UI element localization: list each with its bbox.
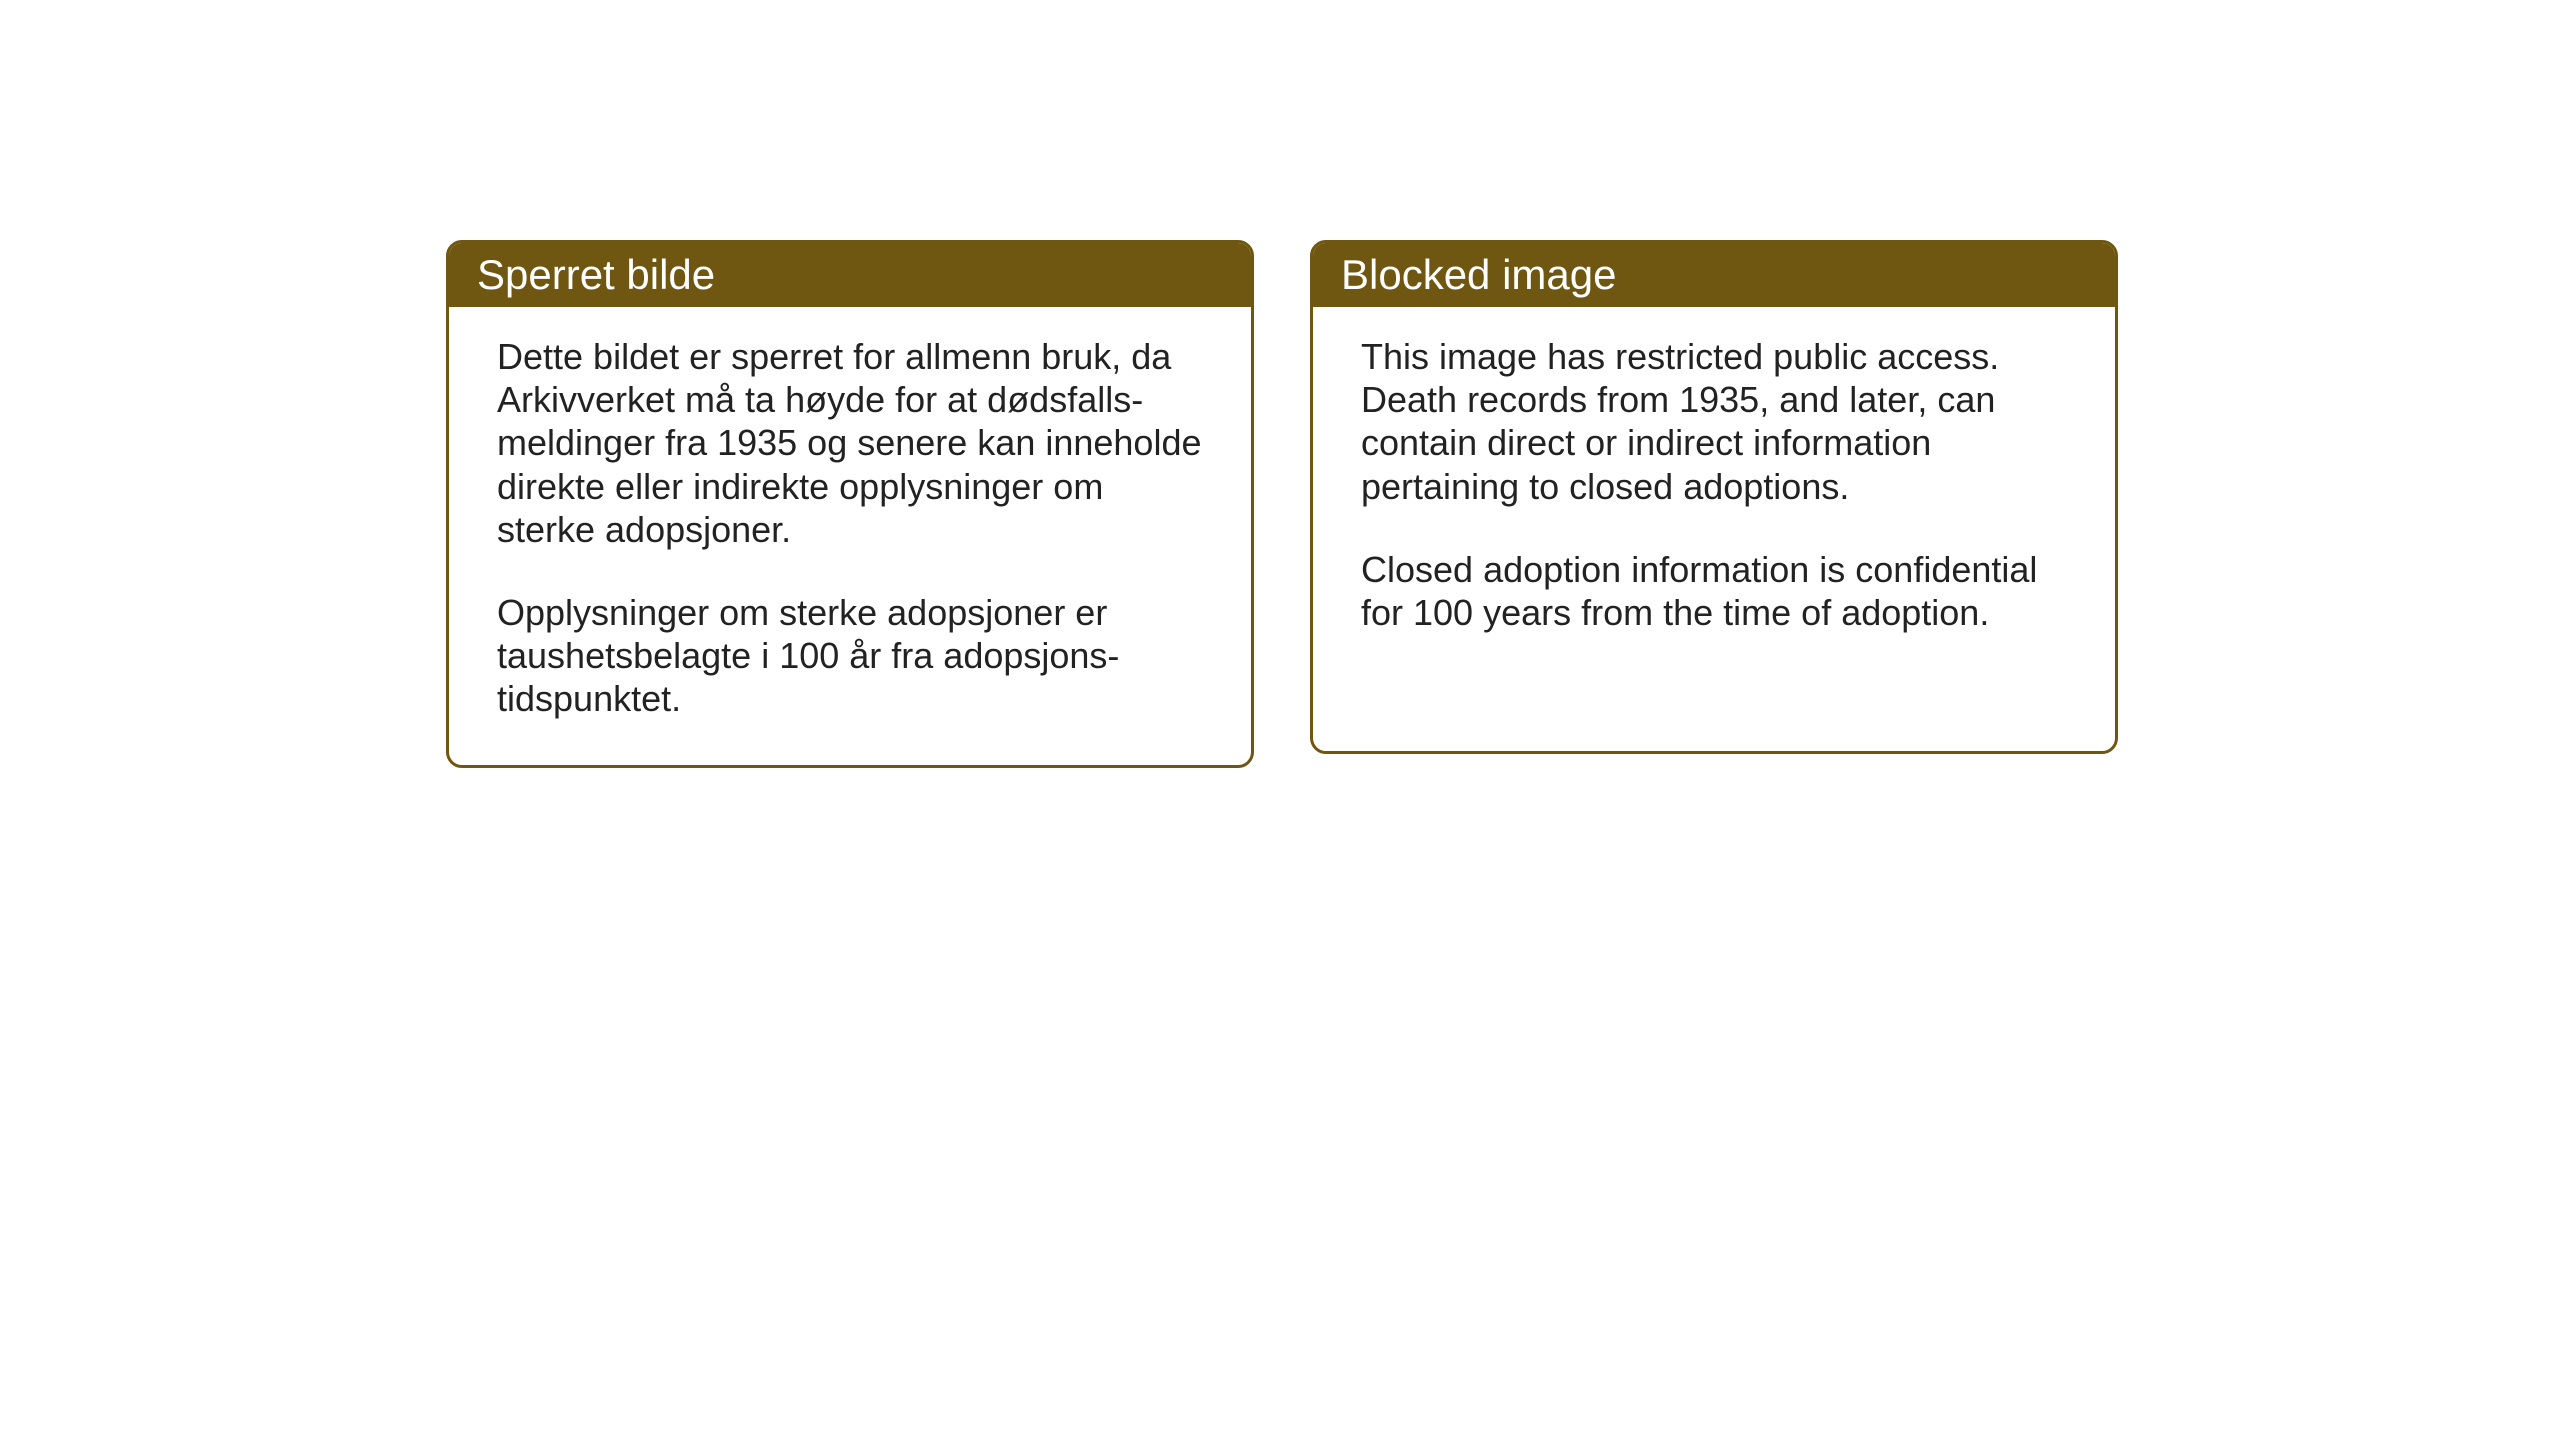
- card-paragraph-2-english: Closed adoption information is confident…: [1361, 548, 2067, 634]
- card-paragraph-1-norwegian: Dette bildet er sperret for allmenn bruk…: [497, 335, 1203, 551]
- card-header-english: Blocked image: [1313, 243, 2115, 307]
- card-header-norwegian: Sperret bilde: [449, 243, 1251, 307]
- card-title-norwegian: Sperret bilde: [477, 251, 715, 298]
- card-norwegian: Sperret bilde Dette bildet er sperret fo…: [446, 240, 1254, 768]
- card-paragraph-1-english: This image has restricted public access.…: [1361, 335, 2067, 508]
- card-paragraph-2-norwegian: Opplysninger om sterke adopsjoner er tau…: [497, 591, 1203, 721]
- card-english: Blocked image This image has restricted …: [1310, 240, 2118, 754]
- card-body-english: This image has restricted public access.…: [1313, 307, 2115, 678]
- cards-container: Sperret bilde Dette bildet er sperret fo…: [446, 240, 2118, 768]
- card-body-norwegian: Dette bildet er sperret for allmenn bruk…: [449, 307, 1251, 765]
- card-title-english: Blocked image: [1341, 251, 1616, 298]
